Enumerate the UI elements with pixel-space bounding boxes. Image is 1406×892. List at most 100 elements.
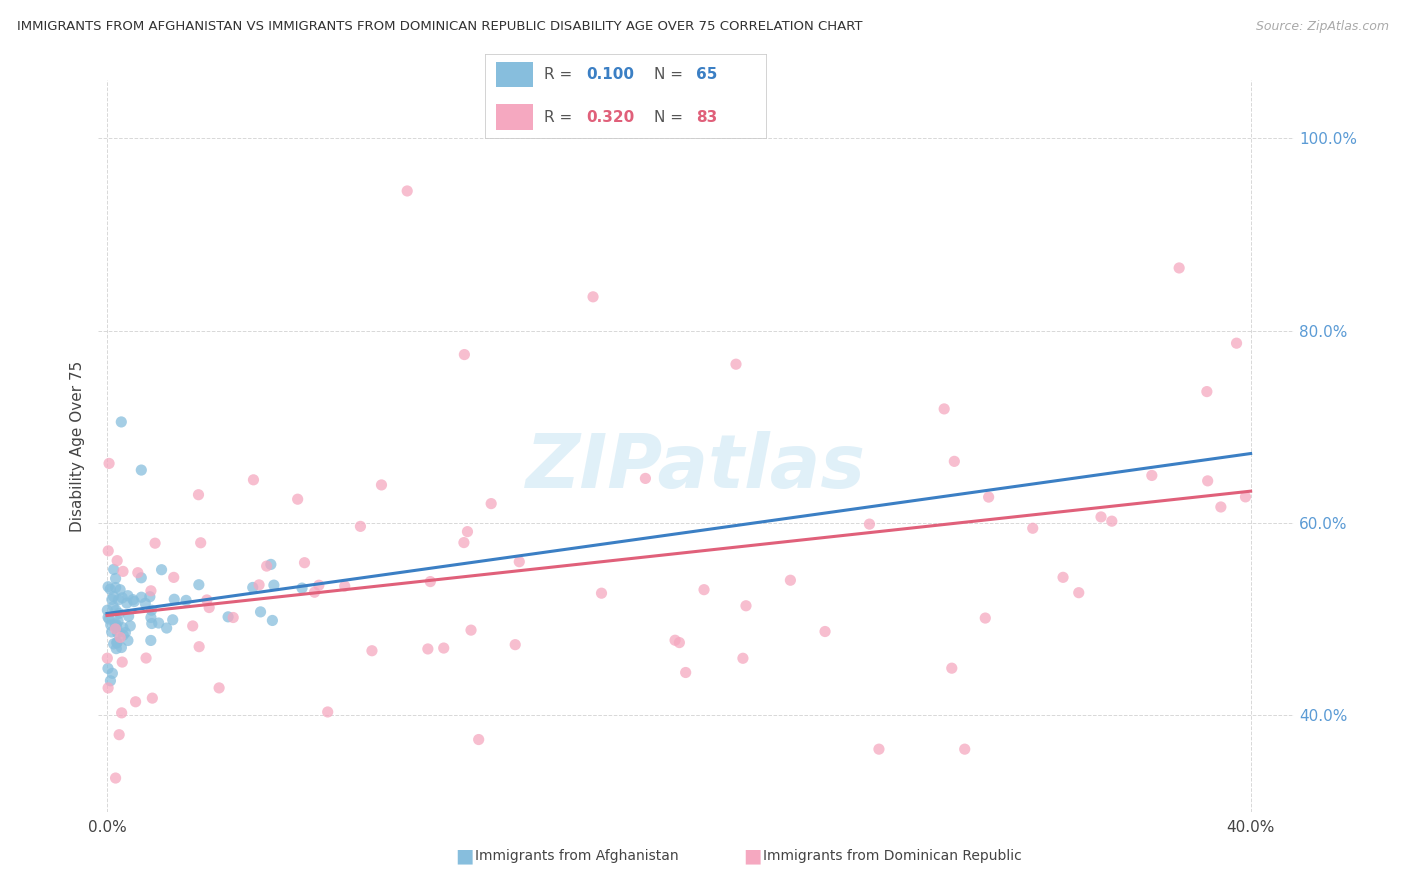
Point xyxy=(174,593,197,607)
Point xyxy=(308,578,330,592)
Point xyxy=(107,592,129,607)
Point xyxy=(247,578,270,592)
Point xyxy=(419,574,441,589)
Y-axis label: Disability Age Over 75: Disability Age Over 75 xyxy=(70,360,86,532)
Point xyxy=(98,612,121,626)
Point xyxy=(139,590,162,604)
Point xyxy=(195,593,218,607)
Point xyxy=(188,640,211,654)
Point xyxy=(162,613,184,627)
Point xyxy=(1090,510,1112,524)
Point xyxy=(105,620,128,634)
Point xyxy=(242,581,264,595)
Point xyxy=(117,589,139,603)
Point xyxy=(1052,570,1074,584)
Point xyxy=(111,706,134,720)
Text: Immigrants from Afghanistan: Immigrants from Afghanistan xyxy=(475,849,679,863)
Point xyxy=(150,563,173,577)
Point xyxy=(260,558,283,572)
Point xyxy=(108,728,131,742)
Point xyxy=(117,633,139,648)
Point xyxy=(735,599,758,613)
Point xyxy=(187,578,209,592)
Point xyxy=(294,556,316,570)
Point xyxy=(96,651,118,665)
Point xyxy=(103,590,125,604)
Point xyxy=(101,666,124,681)
Point xyxy=(1168,260,1191,275)
Text: R =: R = xyxy=(544,110,578,125)
Point xyxy=(110,640,132,655)
Point xyxy=(111,621,134,635)
Point xyxy=(104,771,127,785)
Point xyxy=(479,497,502,511)
Point xyxy=(370,478,392,492)
Point xyxy=(105,635,128,649)
Point xyxy=(156,621,179,635)
Point xyxy=(129,571,152,585)
Point xyxy=(456,524,478,539)
Point xyxy=(107,625,129,640)
Point xyxy=(135,651,157,665)
Point xyxy=(467,732,489,747)
Point xyxy=(416,642,439,657)
Point xyxy=(1101,514,1123,528)
Text: ZIPatlas: ZIPatlas xyxy=(526,432,866,505)
Point xyxy=(97,681,120,695)
Point xyxy=(453,347,475,362)
Point xyxy=(104,581,127,595)
Point xyxy=(724,357,747,371)
Point xyxy=(139,583,162,598)
Point xyxy=(503,638,526,652)
Text: 0.100: 0.100 xyxy=(586,67,634,82)
Point xyxy=(249,605,271,619)
Text: IMMIGRANTS FROM AFGHANISTAN VS IMMIGRANTS FROM DOMINICAN REPUBLIC DISABILITY AGE: IMMIGRANTS FROM AFGHANISTAN VS IMMIGRANT… xyxy=(17,20,862,33)
Point xyxy=(433,641,456,656)
Point xyxy=(111,591,134,605)
Point xyxy=(97,580,120,594)
Text: 83: 83 xyxy=(696,110,717,125)
Point xyxy=(941,661,963,675)
Point xyxy=(108,607,131,621)
Point xyxy=(108,631,131,645)
Point xyxy=(111,565,134,579)
Text: ■: ■ xyxy=(454,847,474,866)
Point xyxy=(222,610,245,624)
Point xyxy=(110,415,132,429)
Point xyxy=(977,490,1000,504)
Point xyxy=(131,591,153,605)
Point xyxy=(97,544,120,558)
Text: Source: ZipAtlas.com: Source: ZipAtlas.com xyxy=(1256,20,1389,33)
Point xyxy=(120,619,142,633)
Point xyxy=(122,592,145,607)
Point xyxy=(112,628,135,642)
Point xyxy=(262,614,284,628)
Point xyxy=(291,581,314,595)
Bar xyxy=(496,62,533,87)
Point xyxy=(105,603,128,617)
Text: 0.320: 0.320 xyxy=(586,110,634,125)
Point xyxy=(111,655,134,669)
Point xyxy=(508,555,530,569)
Point xyxy=(100,624,122,639)
Text: N =: N = xyxy=(654,110,688,125)
Point xyxy=(304,585,326,599)
Point xyxy=(349,519,371,533)
Bar xyxy=(496,104,533,130)
Point xyxy=(1140,468,1163,483)
Point xyxy=(103,599,125,614)
Point xyxy=(460,623,482,637)
Point xyxy=(1234,490,1257,504)
Point xyxy=(208,681,231,695)
Point xyxy=(108,582,131,597)
Point xyxy=(868,742,890,756)
Point xyxy=(163,570,186,584)
Point xyxy=(453,535,475,549)
Point xyxy=(591,586,613,600)
Point xyxy=(181,619,204,633)
Point xyxy=(103,637,125,651)
Point xyxy=(131,463,153,477)
Point xyxy=(256,559,278,574)
Point xyxy=(141,603,163,617)
Point xyxy=(858,517,880,532)
